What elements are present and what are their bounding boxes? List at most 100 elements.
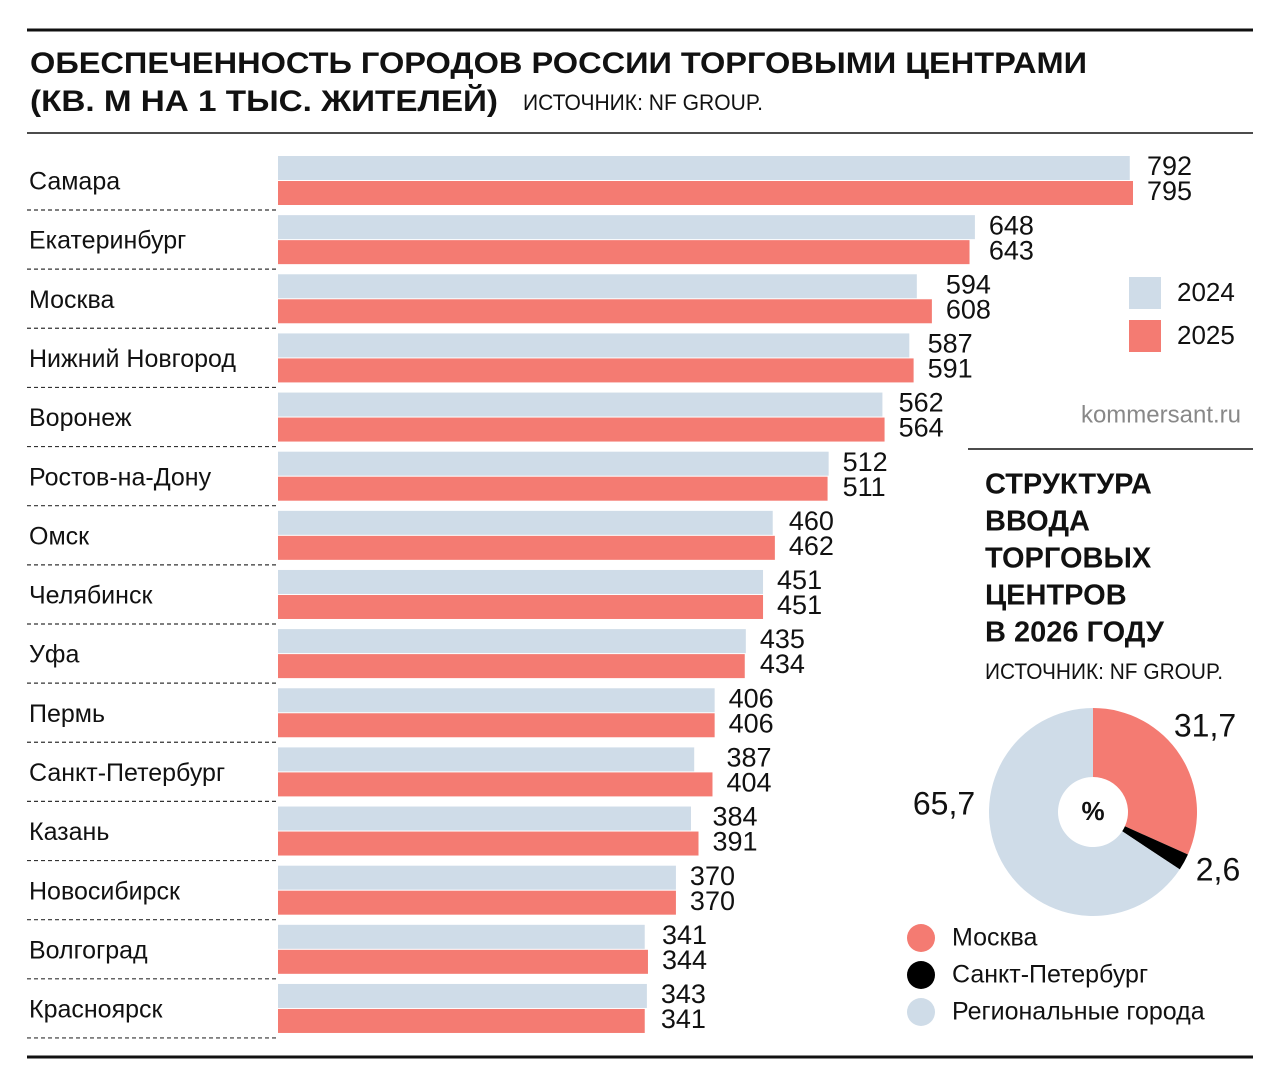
category-label: Санкт-Петербург: [29, 759, 225, 787]
bar: [278, 949, 648, 974]
category-label: Красноярск: [29, 996, 164, 1024]
bar: [278, 476, 828, 501]
value-label: 648: [989, 210, 1034, 240]
pie-title: ВВОДА: [985, 506, 1090, 538]
value-label: 404: [726, 768, 771, 798]
legend-swatch: [1129, 320, 1161, 352]
category-label: Уфа: [29, 641, 79, 669]
value-label: 451: [777, 590, 822, 620]
pie-title: СТРУКТУРА: [985, 469, 1152, 501]
value-label: 562: [899, 388, 944, 418]
value-label: 462: [789, 531, 834, 561]
bar: [278, 417, 885, 442]
bar: [278, 156, 1130, 180]
bar: [278, 629, 746, 654]
legend-label: Москва: [952, 924, 1037, 952]
bar: [278, 594, 764, 619]
value-label: 391: [713, 827, 758, 857]
pie-title: ЦЕНТРОВ: [985, 580, 1127, 612]
value-label: 406: [729, 708, 774, 738]
value-label: 511: [843, 472, 886, 502]
bar: [278, 569, 764, 594]
value-label: 341: [661, 1004, 706, 1034]
value-label: 2,6: [1196, 851, 1240, 887]
value-label: 434: [760, 649, 805, 679]
value-label: 795: [1147, 176, 1192, 206]
category-label: Казань: [29, 818, 109, 846]
bar: [278, 535, 775, 560]
bar: [278, 806, 691, 831]
legend-swatch: [907, 998, 935, 1026]
bar: [278, 688, 715, 713]
value-label: 435: [760, 624, 805, 654]
value-label: 792: [1147, 151, 1192, 181]
category-label: Волгоград: [29, 936, 148, 964]
bar: [278, 451, 829, 476]
bar: [278, 983, 647, 1008]
pie-title: В 2026 ГОДУ: [985, 617, 1165, 649]
category-label: Воронеж: [29, 404, 132, 432]
pie-center-label: %: [1081, 796, 1104, 826]
bar: [278, 772, 713, 797]
value-label: 451: [777, 565, 822, 595]
bar: [278, 274, 917, 299]
bar: [278, 713, 715, 738]
legend-swatch: [1129, 277, 1161, 309]
category-label: Нижний Новгород: [29, 345, 236, 373]
bar: [278, 358, 914, 383]
legend-label: Региональные города: [952, 998, 1205, 1026]
bar: [278, 747, 695, 772]
value-label: 512: [843, 447, 888, 477]
bar: [278, 299, 932, 324]
value-label: 370: [690, 886, 735, 916]
value-label: 344: [662, 945, 707, 975]
value-label: 384: [713, 802, 758, 832]
value-label: 343: [661, 979, 706, 1009]
bar: [278, 333, 910, 358]
category-label: Самара: [29, 168, 120, 196]
legend-swatch: [907, 961, 935, 989]
pie-slice: [989, 708, 1180, 916]
legend-label: 2025: [1177, 320, 1235, 350]
value-label: 564: [899, 413, 944, 443]
bar: [278, 865, 676, 890]
category-label: Москва: [29, 286, 114, 314]
pie-slice: [1122, 826, 1188, 870]
category-label: Новосибирск: [29, 877, 181, 905]
value-label: 65,7: [913, 785, 975, 821]
bar: [278, 890, 676, 915]
category-label: Екатеринбург: [29, 227, 186, 255]
bar: [278, 510, 773, 535]
chart-title: ОБЕСПЕЧЕННОСТЬ ГОРОДОВ РОССИИ ТОРГОВЫМИ …: [30, 47, 1087, 80]
value-label: 406: [729, 683, 774, 713]
pie-slice: [1093, 708, 1198, 855]
category-label: Пермь: [29, 700, 105, 728]
value-label: 31,7: [1174, 707, 1236, 743]
bar: [278, 924, 645, 949]
value-label: 594: [946, 269, 991, 299]
value-label: 341: [662, 920, 707, 950]
value-label: 608: [946, 294, 991, 324]
chart-title: (КВ. М НА 1 ТЫС. ЖИТЕЛЕЙ): [30, 84, 498, 118]
value-label: 643: [989, 235, 1034, 265]
value-label: 387: [726, 743, 771, 773]
bar: [278, 240, 970, 265]
value-label: 370: [690, 861, 735, 891]
legend-label: 2024: [1177, 277, 1235, 307]
bar: [278, 654, 745, 679]
legend-swatch: [907, 924, 935, 952]
value-label: 591: [928, 354, 973, 384]
legend-label: Санкт-Петербург: [952, 961, 1148, 989]
category-label: Ростов-на-Дону: [29, 463, 212, 491]
bar: [278, 181, 1133, 205]
category-label: Челябинск: [29, 582, 153, 610]
bar: [278, 392, 883, 417]
value-label: 460: [789, 506, 834, 536]
bar: [278, 831, 699, 856]
pie-source: ИСТОЧНИК: NF GROUP.: [985, 659, 1223, 684]
pie-title: ТОРГОВЫХ: [985, 543, 1152, 575]
category-label: Омск: [29, 522, 90, 550]
credit: kommersant.ru: [1081, 401, 1241, 428]
source: ИСТОЧНИК: NF GROUP.: [523, 90, 763, 115]
